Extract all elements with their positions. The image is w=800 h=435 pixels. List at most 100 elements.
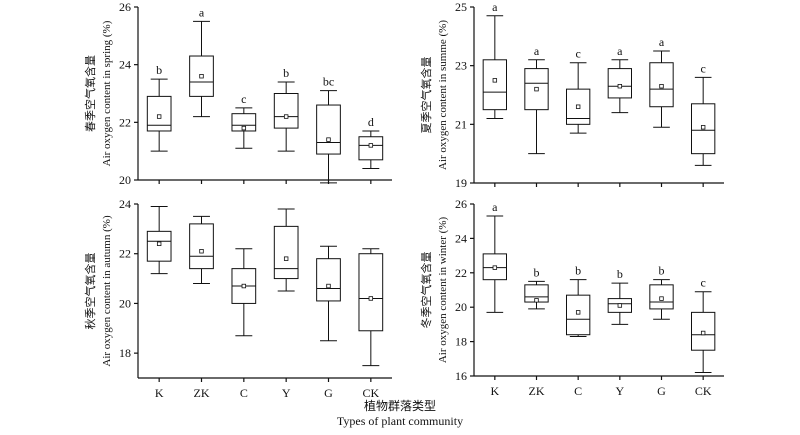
x-axis-title-chinese: 植物群落类型	[363, 399, 436, 413]
y-tick-label: 21	[455, 117, 467, 131]
significance-letter: d	[368, 115, 374, 129]
chart-panel-1: 20 22 24 26 春季空气氧含量 Air oxygen content in spr…	[83, 0, 392, 187]
box-CK: d	[358, 115, 384, 169]
y-axis-title-english: Air oxygen content in summe (%)	[437, 20, 449, 170]
x-tick-label: G	[657, 384, 666, 398]
x-tick-label: K	[490, 384, 499, 398]
box-iqr	[358, 253, 384, 332]
mean-marker	[368, 296, 374, 301]
mean-marker	[617, 303, 623, 308]
mean-marker	[156, 241, 162, 246]
significance-letter: a	[659, 35, 665, 49]
box-iqr	[273, 225, 299, 280]
x-tick-label: CK	[362, 386, 379, 400]
y-tick-label: 24	[119, 58, 131, 72]
y-tick-label: 25	[455, 0, 467, 14]
y-tick-label: 20	[455, 300, 467, 314]
significance-letter: b	[659, 264, 665, 278]
y-tick-label: 19	[455, 176, 467, 190]
box-ZK	[189, 215, 214, 285]
y-tick-label: 26	[119, 0, 131, 14]
box-iqr	[358, 136, 384, 161]
significance-letter: b	[283, 66, 289, 80]
significance-letter: a	[492, 0, 498, 14]
mean-marker	[534, 86, 539, 92]
y-tick-label: 20	[119, 296, 131, 310]
x-tick-label: CK	[695, 384, 712, 398]
box-K: a	[482, 0, 507, 119]
y-axis-title-english: Air oxygen content in spring (%)	[101, 20, 113, 166]
x-tick-label: Y	[282, 386, 291, 400]
x-tick-label: Y	[615, 384, 624, 398]
box-Y: b	[607, 267, 633, 325]
significance-letter: c	[701, 61, 706, 75]
x-tick-label: G	[324, 386, 333, 400]
box-iqr	[273, 93, 299, 129]
box-iqr	[482, 59, 507, 111]
significance-letter: b	[617, 267, 623, 281]
box-C: b	[566, 264, 591, 337]
significance-letter: a	[199, 5, 205, 19]
mean-marker	[199, 74, 204, 79]
box-iqr	[607, 68, 633, 99]
y-axis-title-chinese: 冬季空气氧含量	[419, 252, 433, 329]
significance-letter: b	[534, 265, 540, 279]
mean-marker	[700, 125, 706, 130]
mean-marker	[534, 298, 539, 303]
mean-marker	[199, 249, 204, 254]
box-ZK: a	[189, 5, 214, 118]
mean-marker	[368, 143, 374, 148]
mean-marker	[700, 330, 706, 336]
y-tick-label: 23	[455, 59, 467, 73]
y-axis-title: 冬季空气氧含量 Air oxygen content in winter (%)	[419, 217, 449, 364]
box-iqr	[566, 294, 591, 336]
mean-marker	[617, 84, 623, 89]
significance-letter: c	[576, 47, 581, 61]
box-K	[146, 205, 172, 275]
mean-marker	[492, 78, 498, 83]
y-tick-label: 22	[119, 115, 131, 129]
y-axis-title-english: Air oxygen content in autumn (%)	[101, 215, 113, 367]
y-axis-title-english: Air oxygen content in winter (%)	[437, 217, 449, 364]
mean-marker	[659, 296, 664, 301]
box-C: c	[566, 47, 591, 134]
y-tick-label: 18	[119, 346, 131, 360]
y-axis-title-chinese: 夏季空气氧含量	[419, 57, 433, 134]
chart-panel-4: 16 18 20 22 24 26 冬季空气氧含量 Air oxygen content in…	[419, 197, 724, 398]
mean-marker	[575, 104, 581, 109]
significance-letter: a	[534, 44, 540, 58]
x-tick-label: K	[155, 386, 164, 400]
box-iqr	[231, 113, 257, 132]
significance-letter: c	[241, 92, 246, 106]
significance-letter: b	[575, 264, 581, 278]
box-Y: b	[273, 66, 299, 152]
mean-marker	[575, 310, 581, 315]
box-CK	[358, 248, 384, 367]
y-axis-title: 春季空气氧含量 Air oxygen content in spring (%)	[83, 20, 113, 166]
box-Y: a	[607, 44, 633, 114]
mean-marker	[659, 84, 664, 89]
y-tick-label: 16	[455, 369, 467, 383]
y-tick-label: 22	[119, 247, 131, 261]
box-CK: c	[691, 276, 716, 374]
significance-letter: c	[701, 276, 706, 290]
box-Y	[273, 208, 299, 292]
box-iqr	[189, 223, 214, 270]
y-axis-title-chinese: 春季空气氧含量	[83, 55, 97, 132]
mean-marker	[241, 125, 247, 131]
box-iqr	[316, 258, 341, 302]
box-iqr	[316, 104, 341, 155]
x-axis-title: Types of plant community	[336, 414, 464, 428]
box-K: b	[146, 63, 172, 152]
box-iqr	[146, 95, 172, 132]
y-tick-label: 26	[455, 197, 467, 211]
significance-letter: bc	[323, 75, 334, 89]
y-tick-label: 18	[455, 335, 467, 349]
mean-marker	[283, 256, 289, 261]
mean-marker	[326, 137, 331, 142]
y-tick-label: 24	[119, 197, 131, 211]
chart-panel-3: 18 20 22 24 秋季空气氧含量 Air oxygen content in aut…	[83, 197, 392, 400]
significance-letter: a	[492, 200, 498, 214]
box-C	[231, 248, 257, 337]
